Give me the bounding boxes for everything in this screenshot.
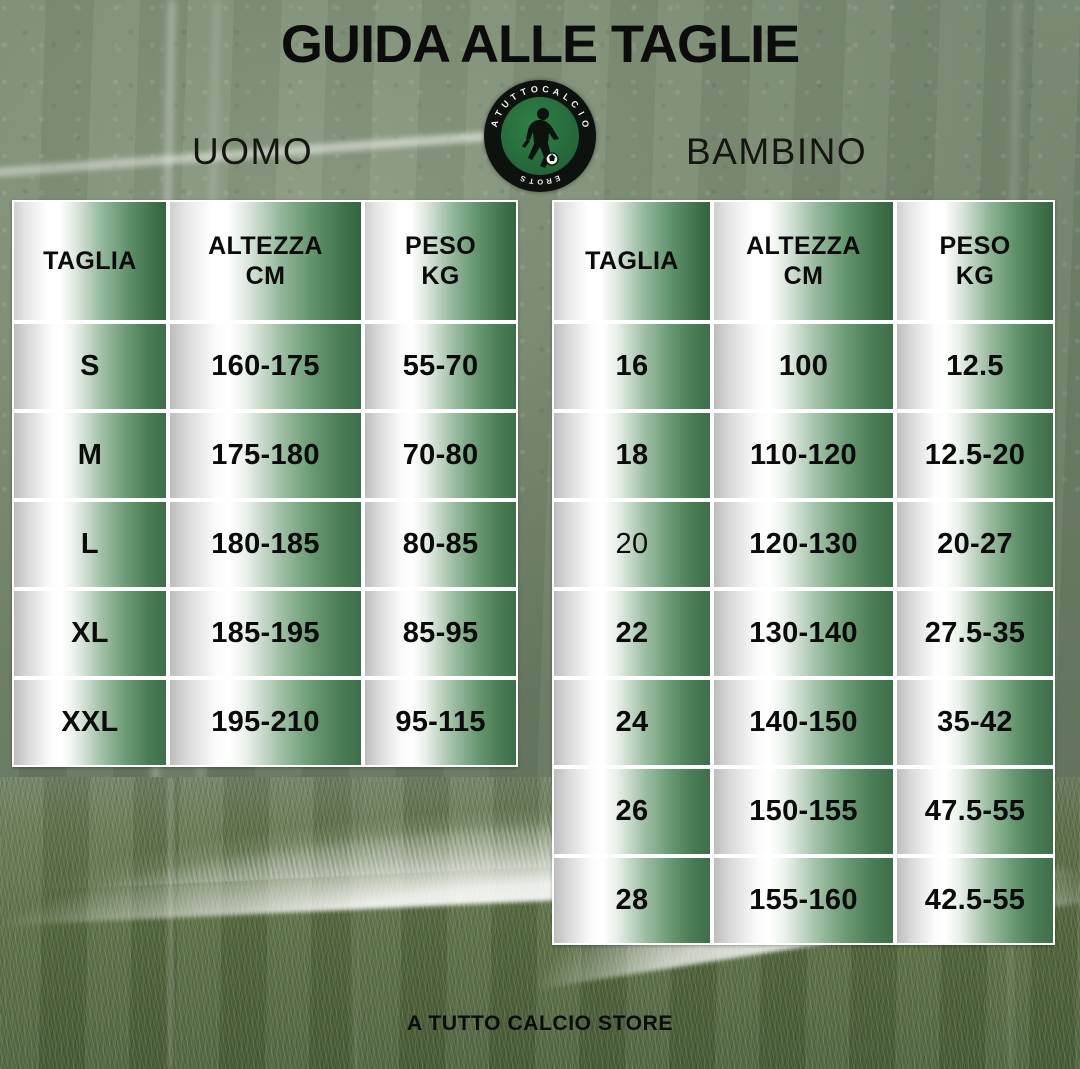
size-table-uomo: TAGLIA ALTEZZA CM PESO KG S 160-175 55-7… <box>12 200 518 767</box>
table-header-uomo: TAGLIA ALTEZZA CM PESO KG <box>12 200 518 322</box>
header-line-unit: KG <box>421 262 460 290</box>
cell-size: 18 <box>552 411 712 500</box>
cell-height: 185-195 <box>167 589 364 678</box>
size-table-bambino: TAGLIA ALTEZZA CM PESO KG 16 100 12.5 18 <box>552 200 1055 945</box>
cell-height: 155-160 <box>711 856 896 945</box>
cell-height: 180-185 <box>167 500 364 589</box>
cell-weight: 80-85 <box>363 500 518 589</box>
table-row: 28 155-160 42.5-55 <box>552 856 1055 945</box>
cell-weight: 95-115 <box>363 678 518 767</box>
cell-size: XXL <box>12 678 168 767</box>
header-line-unit: CM <box>783 262 824 290</box>
cell-weight: 55-70 <box>363 322 518 411</box>
header-line-unit: CM <box>245 262 286 290</box>
header-peso: PESO KG <box>895 200 1055 322</box>
table-header-bambino: TAGLIA ALTEZZA CM PESO KG <box>552 200 1055 322</box>
table-row: S 160-175 55-70 <box>12 322 518 411</box>
table-row: XL 185-195 85-95 <box>12 589 518 678</box>
header-taglia: TAGLIA <box>12 200 168 322</box>
page-title: GUIDA ALLE TAGLIE <box>280 15 800 74</box>
cell-weight: 70-80 <box>363 411 518 500</box>
logo-letter: R <box>545 176 553 187</box>
cell-height: 140-150 <box>711 678 896 767</box>
header-taglia: TAGLIA <box>552 200 712 322</box>
soccer-player-icon <box>522 108 559 168</box>
pitch-line-lower-2 <box>352 777 357 1069</box>
header-row: TAGLIA ALTEZZA CM PESO KG <box>552 200 1055 322</box>
cell-height: 150-155 <box>711 767 896 856</box>
header-row: TAGLIA ALTEZZA CM PESO KG <box>12 200 518 322</box>
header-line: PESO <box>405 231 477 260</box>
header-line: TAGLIA <box>585 246 679 275</box>
cell-height: 130-140 <box>711 589 896 678</box>
cell-size: S <box>12 322 168 411</box>
cell-weight: 47.5-55 <box>895 767 1055 856</box>
section-label-bambino: BAMBINO <box>686 131 868 172</box>
header-line-unit: KG <box>955 262 995 290</box>
pitch-line-lower-1 <box>168 777 173 1069</box>
logo-letter: S <box>518 173 528 184</box>
cell-weight: 27.5-35 <box>895 589 1055 678</box>
table-row: 22 130-140 27.5-35 <box>552 589 1055 678</box>
header-peso: PESO KG <box>363 200 518 322</box>
cell-weight: 12.5 <box>895 322 1055 411</box>
table-row: L 180-185 80-85 <box>12 500 518 589</box>
cell-size: 28 <box>552 856 712 945</box>
cell-height: 160-175 <box>167 322 364 411</box>
cell-size: 26 <box>552 767 712 856</box>
cell-weight: 12.5-20 <box>895 411 1055 500</box>
cell-weight: 20-27 <box>895 500 1055 589</box>
cell-height: 110-120 <box>711 411 896 500</box>
cell-size: 24 <box>552 678 712 767</box>
cell-height: 175-180 <box>167 411 364 500</box>
cell-weight: 85-95 <box>363 589 518 678</box>
cell-size: M <box>12 411 168 500</box>
table-body-bambino: 16 100 12.5 18 110-120 12.5-20 20 120-13… <box>552 322 1055 945</box>
header-line: ALTEZZA <box>746 231 861 260</box>
cell-size: L <box>12 500 168 589</box>
cell-height: 100 <box>711 322 896 411</box>
logo-letter: O <box>536 177 544 187</box>
logo-letter: T <box>527 176 535 187</box>
table-body-uomo: S 160-175 55-70 M 175-180 70-80 L 180-18… <box>12 322 518 767</box>
header-altezza: ALTEZZA CM <box>711 200 896 322</box>
cell-height: 195-210 <box>167 678 364 767</box>
table-row: XXL 195-210 95-115 <box>12 678 518 767</box>
header-line: ALTEZZA <box>208 231 323 260</box>
table-row: 18 110-120 12.5-20 <box>552 411 1055 500</box>
header-altezza: ALTEZZA CM <box>167 200 364 322</box>
header-line: PESO <box>939 231 1011 260</box>
cell-weight: 35-42 <box>895 678 1055 767</box>
footer-brand: A TUTTO CALCIO STORE <box>407 1012 673 1035</box>
cell-size: 20 <box>552 500 712 589</box>
table-row: 26 150-155 47.5-55 <box>552 767 1055 856</box>
cell-size: 16 <box>552 322 712 411</box>
cell-size: XL <box>12 589 168 678</box>
table-row: 20 120-130 20-27 <box>552 500 1055 589</box>
logo-letter: E <box>552 173 562 184</box>
cell-height: 120-130 <box>711 500 896 589</box>
header-line: TAGLIA <box>43 246 137 275</box>
cell-weight: 42.5-55 <box>895 856 1055 945</box>
table-row: 24 140-150 35-42 <box>552 678 1055 767</box>
table-row: 16 100 12.5 <box>552 322 1055 411</box>
table-row: M 175-180 70-80 <box>12 411 518 500</box>
cell-size: 22 <box>552 589 712 678</box>
section-label-uomo: UOMO <box>192 131 314 172</box>
